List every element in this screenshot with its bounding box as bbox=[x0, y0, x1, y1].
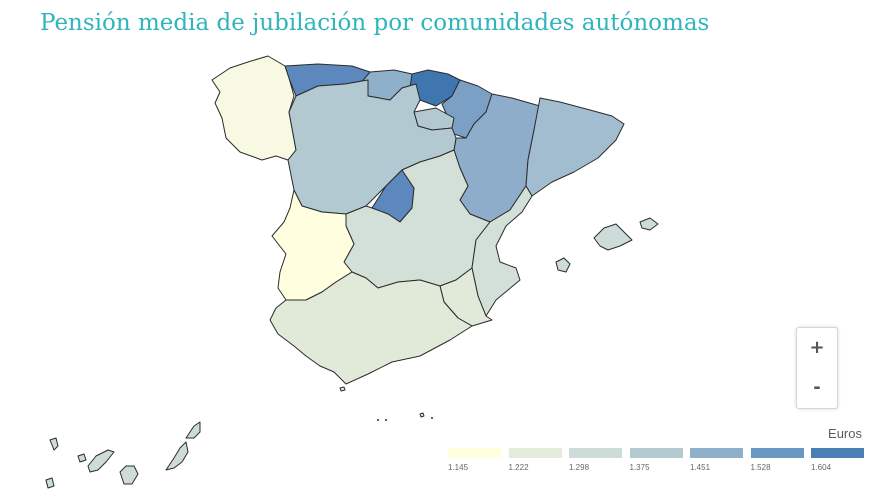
region-cataluna[interactable]: Cataluña bbox=[525, 97, 625, 197]
zoom-out-button[interactable]: - bbox=[813, 377, 821, 398]
legend-bin: 1.298 bbox=[569, 448, 622, 472]
region-canarias-fuerteventura[interactable]: Canarias bbox=[165, 441, 189, 471]
region-melilla[interactable]: Melilla bbox=[419, 412, 425, 418]
legend-swatch bbox=[629, 448, 683, 458]
legend-label: 1.222 bbox=[508, 463, 529, 472]
region-canarias-gran-canaria[interactable]: Canarias bbox=[119, 465, 139, 485]
legend-swatch bbox=[750, 448, 804, 458]
region-canarias-tenerife[interactable]: Canarias bbox=[87, 449, 115, 473]
region-canarias-la-gomera[interactable]: Canarias bbox=[77, 453, 87, 463]
legend-bin: 1.451 bbox=[690, 448, 743, 472]
legend-title: Euros bbox=[828, 426, 862, 441]
legend-label: 1.375 bbox=[629, 463, 650, 472]
legend-bins: 1.145 1.222 1.298 1.375 1.451 1.528 1.604 bbox=[448, 448, 864, 478]
legend-label: 1.604 bbox=[811, 463, 832, 472]
region-galicia[interactable]: Galicia bbox=[211, 55, 297, 161]
legend-swatch bbox=[448, 448, 501, 458]
region-illes-balears-menorca[interactable]: Illes Balears bbox=[639, 217, 659, 231]
zoom-in-button[interactable]: + bbox=[809, 337, 825, 358]
page-title: Pensión media de jubilación por comunida… bbox=[40, 10, 710, 36]
islet-marker bbox=[385, 419, 387, 421]
legend-label: 1.145 bbox=[448, 463, 469, 472]
region-ceuta[interactable]: Ceuta bbox=[339, 386, 346, 392]
legend-bin: 1.528 bbox=[750, 448, 804, 472]
legend-swatch bbox=[569, 448, 622, 458]
region-canarias-el-hierro[interactable]: Canarias bbox=[45, 477, 55, 489]
legend-bin: 1.604 bbox=[811, 448, 864, 472]
legend-swatch bbox=[508, 448, 562, 458]
region-comunitat-valenciana[interactable]: Comunitat Valenciana bbox=[471, 185, 533, 317]
legend-bin: 1.375 bbox=[629, 448, 683, 472]
islet-marker bbox=[377, 419, 379, 421]
legend-swatch bbox=[690, 448, 743, 458]
legend-label: 1.298 bbox=[569, 463, 590, 472]
islet-marker bbox=[431, 417, 433, 419]
region-canarias-la-palma[interactable]: Canarias bbox=[49, 437, 59, 451]
legend-label: 1.451 bbox=[690, 463, 711, 472]
legend-swatch bbox=[811, 448, 864, 458]
legend-label: 1.528 bbox=[750, 463, 771, 472]
region-andalucia[interactable]: Región de Murcia bbox=[269, 271, 473, 385]
legend-bin: 1.145 bbox=[448, 448, 501, 472]
region-canarias-lanzarote[interactable]: Canarias bbox=[185, 421, 201, 439]
legend-bin: 1.222 bbox=[508, 448, 562, 472]
zoom-control: + - bbox=[796, 327, 838, 409]
region-illes-balears[interactable]: Illes Balears bbox=[593, 223, 633, 251]
region-illes-balears-ibiza[interactable]: Illes Balears bbox=[555, 257, 571, 273]
